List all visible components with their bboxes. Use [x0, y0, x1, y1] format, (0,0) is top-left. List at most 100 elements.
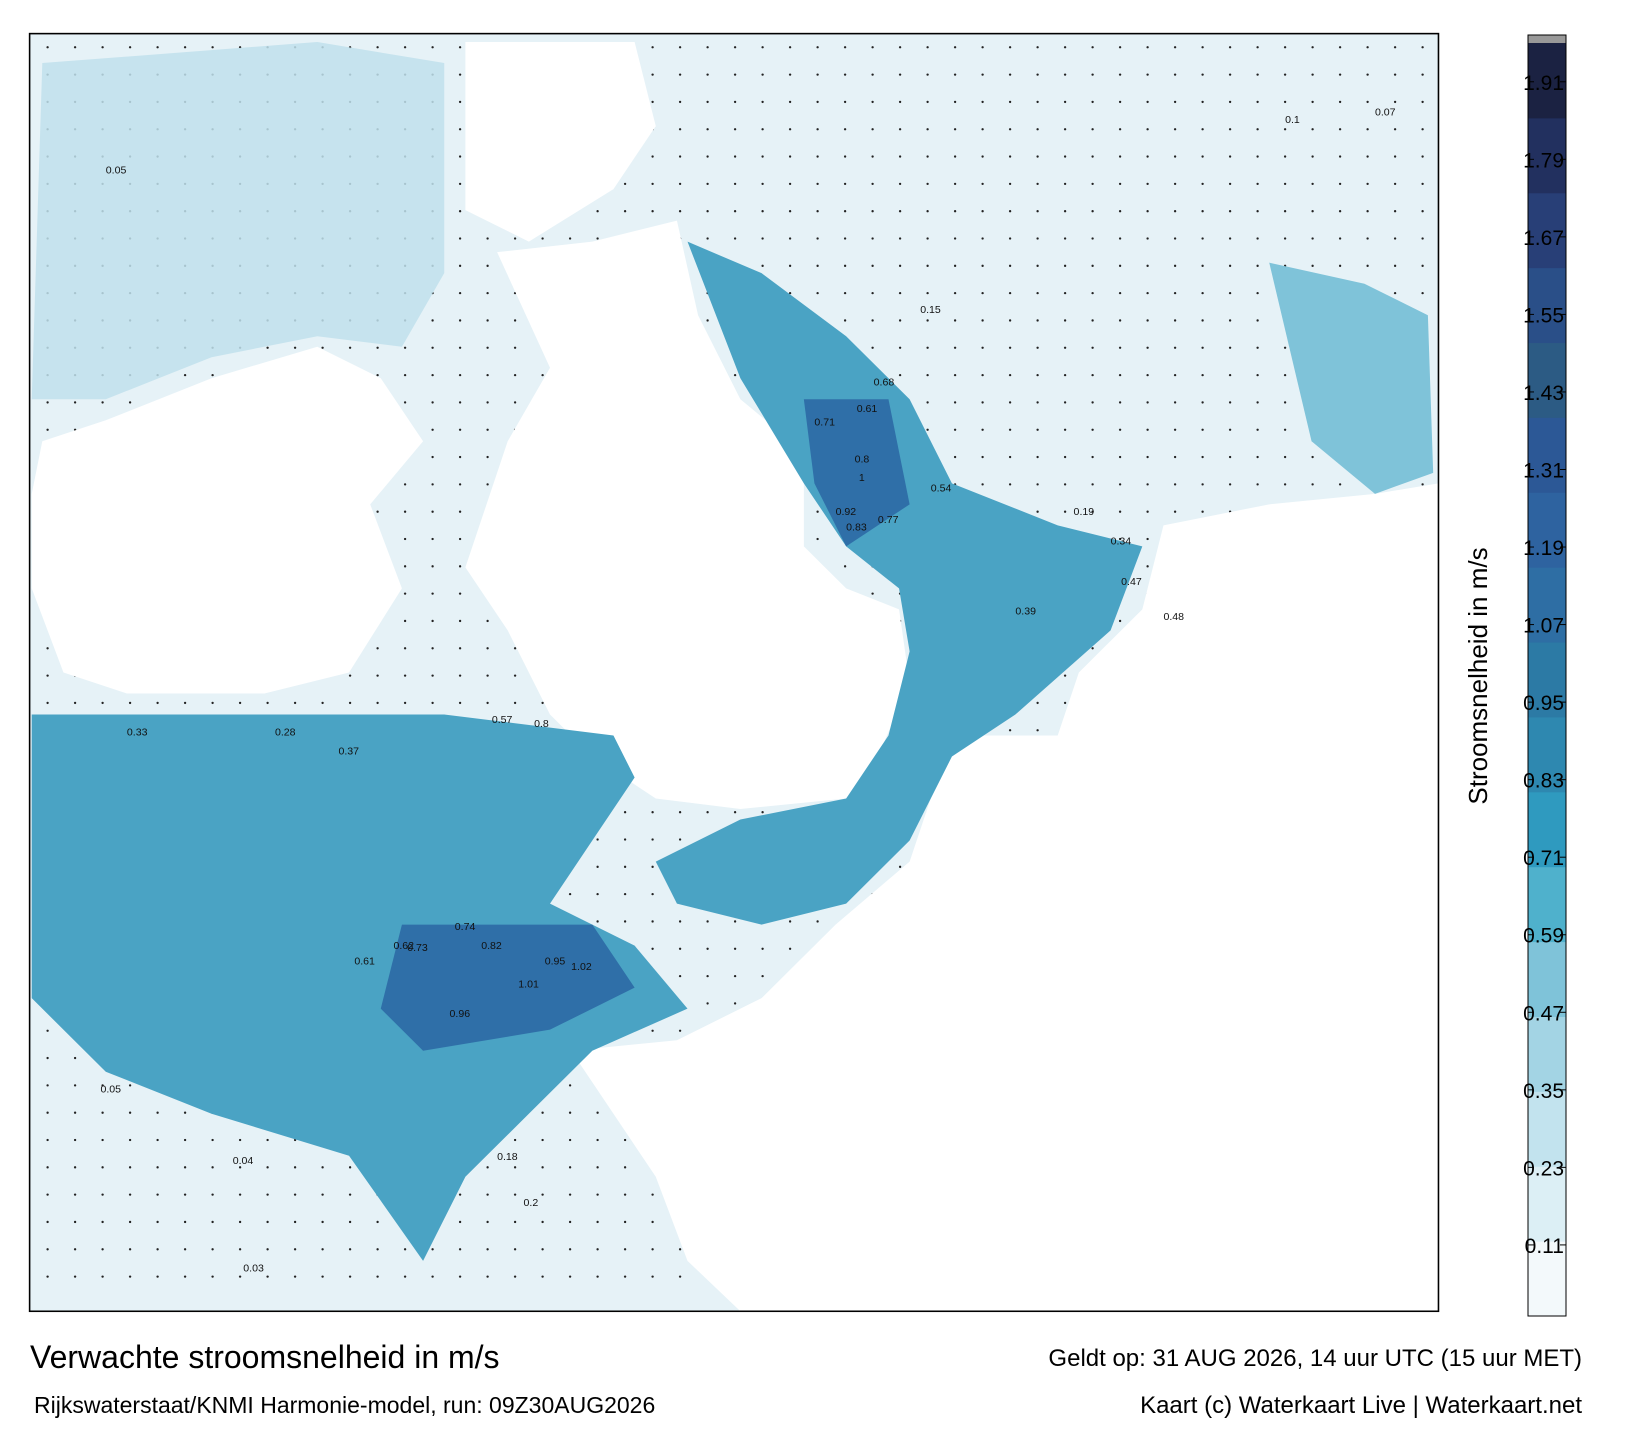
- grid-dot: [568, 1193, 572, 1196]
- grid-dot: [1311, 128, 1314, 131]
- grid-dot: [816, 264, 819, 267]
- grid-dot: [706, 46, 709, 49]
- grid-dot: [1283, 373, 1287, 377]
- grid-dot: [623, 811, 627, 814]
- grid-dot: [321, 1166, 324, 1169]
- grid-dot: [843, 182, 847, 186]
- grid-dot: [1008, 319, 1012, 322]
- grid-dot: [1228, 264, 1232, 267]
- grid-dot: [183, 1275, 187, 1278]
- grid-dot: [403, 510, 407, 513]
- grid-dot: [128, 1111, 132, 1114]
- grid-dot: [1421, 155, 1424, 158]
- grid-dot: [458, 674, 462, 677]
- grid-dot: [1201, 428, 1204, 431]
- grid-dot: [898, 210, 902, 213]
- grid-dot: [678, 947, 682, 950]
- grid-dot: [568, 1111, 572, 1114]
- grid-dot: [1063, 373, 1067, 377]
- grid-dot: [651, 1275, 654, 1278]
- grid-dot: [403, 1275, 407, 1278]
- grid-dot: [73, 1084, 77, 1087]
- grid-dot: [73, 1056, 77, 1060]
- grid-dot: [816, 510, 819, 513]
- grid-dot: [623, 1275, 627, 1278]
- grid-dot: [871, 182, 874, 186]
- speed-label: 0.47: [1121, 576, 1142, 588]
- land: [465, 42, 656, 242]
- grid-dot: [1421, 210, 1424, 213]
- speed-label: 0.61: [857, 403, 878, 415]
- grid-dot: [816, 155, 819, 158]
- colorbar-tick-label: 0.71: [1523, 847, 1564, 870]
- grid-dot: [788, 46, 792, 49]
- grid-dot: [431, 46, 434, 49]
- grid-dot: [651, 1248, 654, 1251]
- grid-dot: [1393, 237, 1397, 240]
- grid-dot: [1118, 291, 1122, 295]
- grid-dot: [73, 1220, 77, 1224]
- grid-dot: [706, 73, 709, 76]
- grid-dot: [843, 155, 847, 158]
- grid-dot: [1036, 237, 1039, 240]
- grid-dot: [816, 46, 819, 49]
- grid-dot: [1421, 483, 1424, 486]
- grid-dot: [46, 1275, 49, 1278]
- grid-dot: [376, 46, 379, 49]
- grid-dot: [953, 291, 957, 295]
- grid-dot: [596, 210, 599, 213]
- grid-dot: [266, 701, 269, 705]
- grid-dot: [1173, 100, 1177, 104]
- grid-dot: [871, 346, 874, 349]
- colorbar-band: [1528, 642, 1566, 718]
- grid-dot: [761, 947, 764, 950]
- grid-dot: [1118, 619, 1122, 623]
- grid-dot: [816, 237, 819, 240]
- grid-dot: [1146, 428, 1149, 431]
- colorbar-cap: [1528, 35, 1566, 43]
- grid-dot: [1173, 128, 1177, 131]
- grid-dot: [1008, 373, 1012, 377]
- grid-dot: [211, 373, 214, 377]
- grid-dot: [651, 920, 654, 923]
- grid-dot: [898, 373, 902, 377]
- grid-dot: [211, 1248, 214, 1251]
- grid-dot: [1036, 373, 1039, 377]
- grid-dot: [871, 319, 874, 322]
- grid-dot: [706, 237, 709, 240]
- speed-label: 0.19: [1074, 506, 1095, 518]
- grid-dot: [1173, 373, 1177, 377]
- grid-dot: [46, 1248, 49, 1251]
- grid-dot: [128, 1138, 132, 1142]
- grid-dot: [1201, 46, 1204, 49]
- grid-dot: [788, 155, 792, 158]
- grid-dot: [871, 264, 874, 267]
- grid-dot: [458, 1193, 462, 1196]
- grid-dot: [541, 1111, 544, 1114]
- grid-dot: [541, 373, 544, 377]
- grid-dot: [596, 1111, 599, 1114]
- colorbar-frame: [1527, 34, 1567, 1317]
- grid-dot: [101, 1275, 104, 1278]
- grid-dot: [678, 974, 682, 978]
- grid-dot: [101, 701, 104, 705]
- grid-dot: [156, 1166, 159, 1169]
- grid-dot: [1201, 483, 1204, 486]
- grid-dot: [1201, 182, 1204, 186]
- grid-dot: [348, 1220, 352, 1224]
- grid-dot: [1063, 291, 1067, 295]
- grid-dot: [1366, 237, 1369, 240]
- colorbar-band: [1528, 417, 1566, 493]
- colorbar-tick-label: 0.59: [1523, 925, 1564, 948]
- grid-dot: [1118, 182, 1122, 186]
- grid-dot: [128, 1193, 132, 1196]
- grid-dot: [761, 128, 764, 131]
- grid-dot: [513, 346, 517, 349]
- grid-dot: [1118, 510, 1122, 513]
- grid-dot: [1228, 182, 1232, 186]
- grid-dot: [926, 346, 929, 349]
- grid-dot: [458, 264, 462, 267]
- grid-dot: [1393, 155, 1397, 158]
- grid-dot: [1256, 128, 1259, 131]
- water-current: [31, 42, 445, 400]
